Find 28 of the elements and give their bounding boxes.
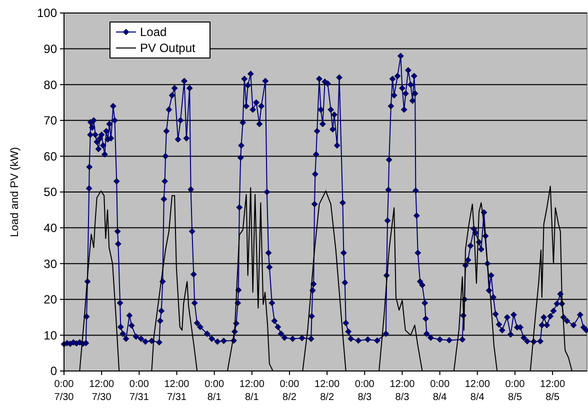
y-tick-label: 0 xyxy=(50,364,58,378)
y-tick-label: 70 xyxy=(44,114,58,128)
y-tick-label: 60 xyxy=(44,149,58,164)
y-tick-label: 100 xyxy=(36,6,58,20)
y-tick-label: 90 xyxy=(44,42,58,56)
legend-label: PV Output xyxy=(140,41,196,56)
y-tick-label: 10 xyxy=(44,328,58,342)
x-tick-label: 12:00 8/5 xyxy=(540,379,566,403)
y-tick-label: 80 xyxy=(44,78,58,92)
x-tick-label: 12:00 8/3 xyxy=(390,379,416,403)
y-axis-title: Load and PV (kW) xyxy=(9,147,21,237)
x-tick-label: 0:00 8/4 xyxy=(430,379,450,403)
x-tick-label: 12:00 8/2 xyxy=(314,379,340,403)
x-tick-label: 12:00 8/1 xyxy=(239,379,265,403)
y-tick-label: 30 xyxy=(44,256,58,271)
x-tick-label: 12:00 8/4 xyxy=(464,379,490,403)
y-tick-label: 40 xyxy=(44,221,58,235)
legend-label: Load xyxy=(140,25,167,40)
x-tick-label: 0:00 7/30 xyxy=(54,379,74,403)
x-tick-label: 0:00 8/1 xyxy=(204,379,224,403)
x-tick-label: 12:00 7/30 xyxy=(89,379,115,403)
x-tick-label: 0:00 8/5 xyxy=(505,379,526,403)
y-tick-label: 50 xyxy=(44,185,58,200)
x-tick-label: 12:00 7/31 xyxy=(164,379,190,403)
x-tick-label: 0:00 8/2 xyxy=(280,379,300,403)
x-tick-label: 0:00 7/31 xyxy=(129,379,150,403)
y-tick-label: 20 xyxy=(44,292,58,307)
x-tick-label: 0:00 8/3 xyxy=(354,379,375,403)
